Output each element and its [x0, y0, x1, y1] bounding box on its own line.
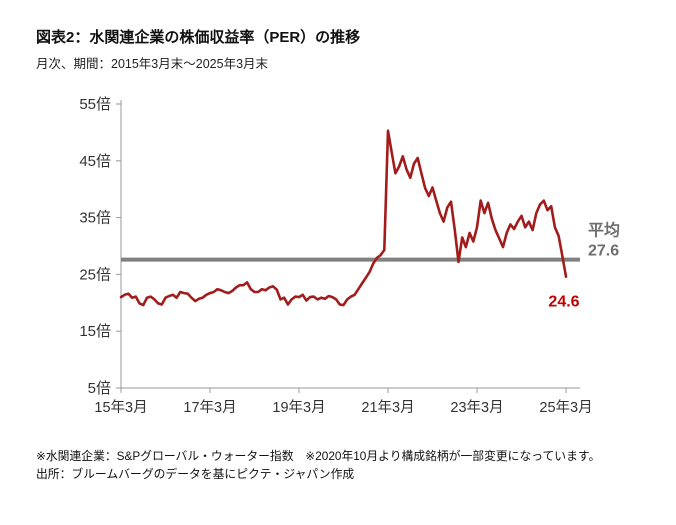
- footnote-source: 出所：ブルームバーグのデータを基にピクテ・ジャパン作成: [36, 467, 355, 482]
- y-tick-label: 55倍: [79, 96, 111, 113]
- y-tick-label: 15倍: [79, 323, 111, 340]
- y-tick-label: 5倍: [88, 380, 111, 397]
- y-tick-label: 45倍: [79, 153, 111, 170]
- end-value-label: 24.6: [548, 294, 579, 311]
- figure-title: 図表2：水関連企業の株価収益率（PER）の推移: [36, 29, 361, 46]
- footnotes: ※水関連企業：S&Pグローバル・ウォーター指数 ※2020年10月より構成銘柄が…: [36, 447, 648, 484]
- y-tick-label: 25倍: [79, 266, 111, 283]
- average-value-label: 27.6: [588, 243, 619, 260]
- footnote-index-note: ※水関連企業：S&Pグローバル・ウォーター指数 ※2020年10月より構成銘柄が…: [36, 449, 601, 463]
- x-tick-label: 21年3月: [361, 399, 414, 416]
- per-line-chart: 55倍 45倍 35倍 25倍 15倍 5倍 15年3月 17年3月 19年3月 21年3月 23年…: [79, 96, 620, 416]
- average-label: 平均: [588, 221, 620, 240]
- x-tick-label: 23年3月: [450, 399, 503, 416]
- x-tick-label: 19年3月: [272, 399, 325, 416]
- x-tick-label: 25年3月: [539, 399, 592, 416]
- per-series-line: [119, 129, 568, 307]
- chart-area: 55倍 45倍 35倍 25倍 15倍 5倍 15年3月 17年3月 19年3月 21年3月 23年…: [36, 88, 648, 433]
- y-tick-label: 35倍: [79, 210, 111, 227]
- x-tick-label: 15年3月: [94, 399, 147, 416]
- x-tick-label: 17年3月: [183, 399, 236, 416]
- figure-subtitle: 月次、期間：2015年3月末～2025年3月末: [36, 57, 269, 71]
